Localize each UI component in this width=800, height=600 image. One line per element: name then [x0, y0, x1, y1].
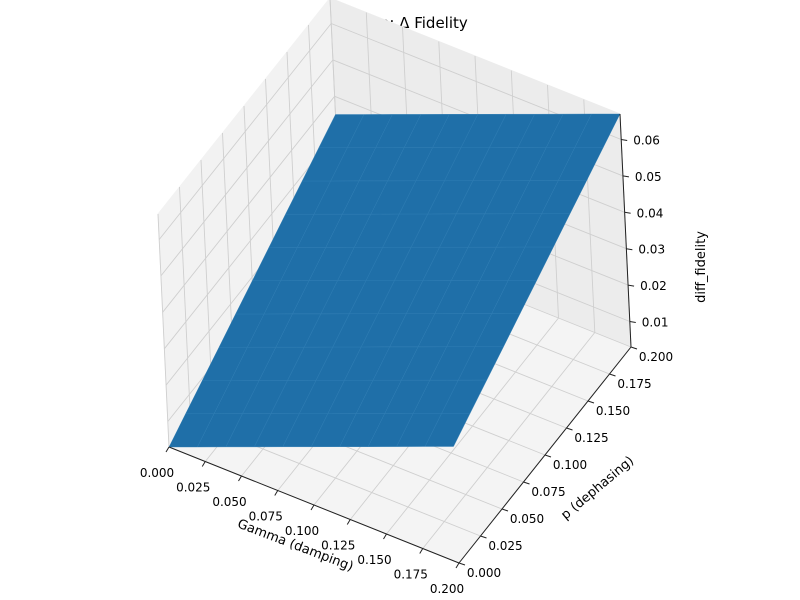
- y-tick: [544, 454, 552, 458]
- x-tick-label: 0.050: [212, 495, 246, 509]
- x-tick-label: 0.200: [430, 582, 464, 596]
- x-tick: [238, 475, 242, 482]
- y-tick: [609, 373, 616, 377]
- z-tick: [627, 284, 635, 287]
- x-tick: [383, 533, 387, 540]
- x-tick-label: 0.000: [140, 466, 174, 480]
- x-tick: [310, 504, 315, 511]
- y-tick-label: 0.100: [553, 458, 587, 472]
- x-tick: [419, 548, 424, 554]
- z-tick-label: 0.02: [640, 279, 667, 293]
- z-axis-line: [619, 113, 632, 348]
- y-tick: [458, 562, 466, 566]
- z-tick: [626, 248, 633, 251]
- x-tick: [455, 562, 460, 569]
- y-tick-label: 0.075: [531, 485, 565, 499]
- y-tick-label: 0.150: [596, 404, 630, 418]
- z-tick: [622, 175, 630, 178]
- y-tick: [523, 481, 530, 485]
- x-tick-label: 0.075: [249, 510, 283, 524]
- y-tick-label: 0.125: [574, 431, 608, 445]
- x-tick: [165, 446, 170, 453]
- y-tick: [566, 427, 573, 431]
- y-tick: [630, 346, 638, 350]
- x-tick-label: 0.150: [357, 553, 391, 567]
- z-tick-label: 0.01: [642, 316, 669, 330]
- y-tick-label: 0.200: [639, 350, 673, 364]
- x-tick: [274, 490, 279, 496]
- surface-plot: [168, 113, 621, 448]
- y-tick-label: 0.050: [510, 512, 544, 526]
- y-tick: [501, 508, 509, 512]
- axis-ticks: 0.0000.0250.0500.0750.1000.1250.1500.175…: [140, 113, 673, 596]
- z-tick: [621, 138, 628, 141]
- y-tick: [480, 535, 487, 539]
- y-tick-label: 0.000: [467, 566, 501, 580]
- z-grid-line: [158, 22, 622, 240]
- z-axis-label: diff_fidelity: [694, 231, 709, 303]
- z-tick-label: 0.05: [635, 170, 662, 184]
- x-tick: [346, 519, 351, 525]
- z-tick-label: 0.03: [638, 243, 665, 257]
- z-tick-label: 0.04: [637, 206, 664, 220]
- z-tick: [629, 321, 636, 324]
- z-tick-label: 0.06: [633, 133, 660, 147]
- x-tick: [201, 461, 206, 467]
- x-tick-label: 0.125: [321, 539, 355, 553]
- y-tick-label: 0.025: [488, 539, 522, 553]
- x-tick-label: 0.100: [285, 524, 319, 538]
- x-tick-label: 0.025: [176, 481, 210, 495]
- y-tick: [587, 400, 595, 404]
- z-tick: [624, 211, 631, 214]
- x-tick-label: 0.175: [394, 568, 428, 582]
- y-tick-label: 0.175: [617, 377, 651, 391]
